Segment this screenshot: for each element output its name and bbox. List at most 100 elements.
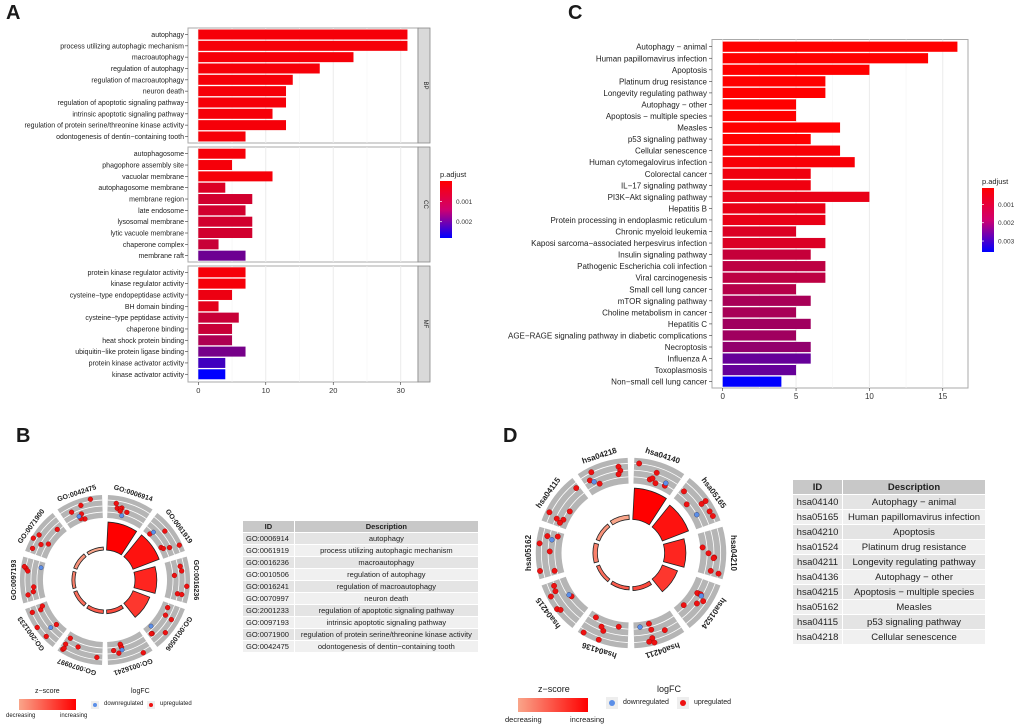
y-tick-label: Autophagy − other xyxy=(641,100,707,109)
upregulated-gene-dot xyxy=(661,627,668,634)
id-cell: hsa01524 xyxy=(791,539,844,555)
zscore-title: z−score xyxy=(35,688,60,695)
band-line xyxy=(24,557,29,603)
term-label: GO:0016241 xyxy=(113,657,154,676)
band-line xyxy=(681,581,710,619)
y-tick-label: Influenza A xyxy=(667,355,707,364)
upregulated-gene-dot xyxy=(651,639,658,646)
panel-label-c: C xyxy=(568,2,583,24)
band-line xyxy=(107,641,147,655)
upregulated-dot-icon xyxy=(149,703,153,707)
bar xyxy=(722,122,841,133)
band-line xyxy=(685,482,716,523)
table-row: hsa05165 Human papillomavirus infection xyxy=(791,509,986,525)
column-header-id: ID xyxy=(242,520,295,533)
outer-band xyxy=(697,526,727,580)
bar xyxy=(722,226,797,237)
y-tick-label: lytic vacuole membrane xyxy=(110,231,184,238)
upregulated-gene-dot xyxy=(566,508,573,515)
band-line xyxy=(547,530,552,576)
y-tick-label: regulation of autophagy xyxy=(111,66,185,73)
x-tick-label: 0 xyxy=(196,386,200,395)
band-line xyxy=(634,463,682,480)
upregulated-gene-dot xyxy=(168,617,174,623)
bar xyxy=(198,312,239,323)
bar xyxy=(722,180,811,191)
upregulated-gene-dot xyxy=(648,626,655,633)
upregulated-gene-dot xyxy=(45,541,52,547)
term-label: hsa01524 xyxy=(699,596,728,631)
description-cell: regulation of autophagy xyxy=(293,568,480,581)
upregulated-gene-dot xyxy=(38,607,44,613)
upregulated-gene-dot xyxy=(694,600,700,607)
zscore-gradient xyxy=(518,698,588,712)
band-line xyxy=(554,531,559,575)
band-line xyxy=(681,487,710,525)
facet-strip xyxy=(417,265,431,383)
upregulated-gene-dot xyxy=(165,605,171,611)
description-cell: p53 signaling pathway xyxy=(842,614,986,630)
bar xyxy=(722,365,797,376)
term-label: hsa04140 xyxy=(644,446,682,466)
panel-label-d: D xyxy=(503,425,518,447)
y-tick-label: autophagy xyxy=(151,32,184,39)
upregulated-gene-dot xyxy=(82,516,88,522)
zscore-bar xyxy=(73,590,87,607)
y-tick-label: PI3K−Akt signaling pathway xyxy=(608,193,707,202)
term-label: GO:0070997 xyxy=(57,657,98,676)
x-tick-label: 15 xyxy=(938,392,947,401)
term-label: GO:0016236 xyxy=(192,560,199,601)
zscore-bar xyxy=(86,604,104,614)
upregulated-gene-dot xyxy=(113,500,119,506)
band-line xyxy=(588,476,629,491)
zscore-bar xyxy=(651,564,679,593)
upregulated-gene-dot xyxy=(114,505,120,511)
y-tick-label: Measles xyxy=(677,124,707,133)
upregulated-gene-dot xyxy=(179,591,185,598)
band-line xyxy=(633,476,674,491)
id-cell: GO:0042475 xyxy=(242,640,295,653)
upregulated-gene-dot xyxy=(615,463,622,470)
description-cell: macroautophagy xyxy=(293,556,480,569)
upregulated-gene-dot xyxy=(715,570,722,577)
y-tick-label: ubiquitin−like protein ligase binding xyxy=(75,349,184,356)
downregulated-gene-dot xyxy=(694,512,700,518)
y-tick-label: Non−small cell lung cancer xyxy=(611,378,707,387)
table-row: GO:0016241 regulation of macroautophagy xyxy=(242,580,480,593)
zscore-bar xyxy=(73,553,87,570)
legend-tick-label: 0.002 xyxy=(998,220,1015,227)
upregulated-gene-dot xyxy=(546,509,553,516)
description-cell: intrinsic apoptotic signaling pathway xyxy=(293,616,480,629)
bar xyxy=(722,168,811,179)
outer-band xyxy=(535,526,565,580)
upregulated-gene-dot xyxy=(69,509,75,515)
outer-band xyxy=(633,610,685,649)
upregulated-gene-dot xyxy=(140,650,146,656)
zscore-title: z−score xyxy=(538,684,570,694)
band-line xyxy=(107,499,150,515)
description-cell: Longevity regulating pathway xyxy=(842,554,986,570)
bar xyxy=(198,52,354,63)
band-line xyxy=(63,505,103,519)
y-tick-label: odontogenesis of dentin−containing tooth xyxy=(56,134,184,141)
table-row: GO:0042475 odontogenesis of dentin−contai… xyxy=(242,640,480,653)
upregulated-gene-dot xyxy=(646,476,653,483)
upregulated-gene-dot xyxy=(53,621,59,628)
y-tick-label: Chronic myeloid leukemia xyxy=(615,228,707,237)
table-row: GO:2001233 regulation of apoptotic signal… xyxy=(242,604,480,617)
upregulated-gene-dot xyxy=(87,496,93,502)
bar xyxy=(198,267,246,278)
y-tick-label: membrane region xyxy=(129,197,184,204)
term-label: GO:0010506 xyxy=(164,615,194,652)
id-cell: GO:0061919 xyxy=(242,544,295,557)
table-row: hsa04115 p53 signaling pathway xyxy=(791,614,986,630)
band-line xyxy=(677,578,703,614)
band-line xyxy=(710,530,715,576)
term-label: GO:0042475 xyxy=(57,484,98,503)
term-label: hsa05162 xyxy=(524,534,533,571)
zscore-bar xyxy=(632,580,653,592)
term-label: GO:0061919 xyxy=(164,508,194,545)
outer-band xyxy=(541,477,589,530)
outer-band xyxy=(143,513,185,559)
y-tick-label: Necroptosis xyxy=(665,343,707,352)
